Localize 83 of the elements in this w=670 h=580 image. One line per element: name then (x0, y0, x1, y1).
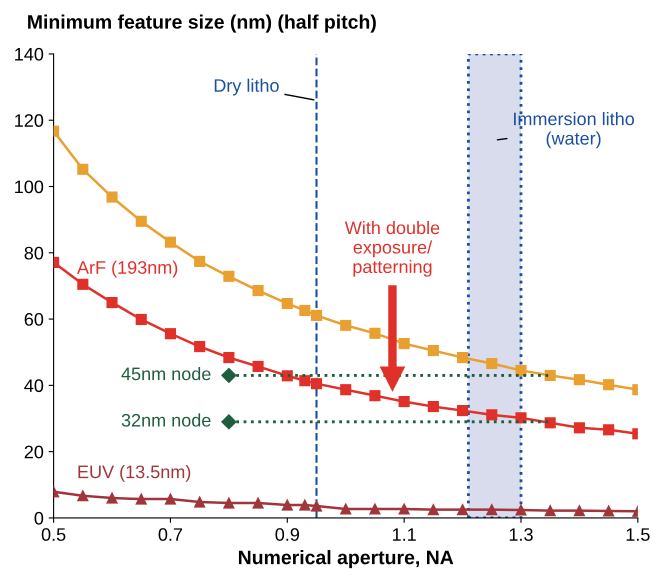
x-tick-label: 1.1 (392, 528, 416, 541)
series-label: 45nm node (121, 367, 211, 380)
point (252, 285, 264, 296)
point (369, 503, 380, 515)
point (106, 296, 118, 308)
point (544, 417, 556, 428)
point (428, 345, 439, 356)
point (515, 504, 527, 516)
series-label: ArF (193nm) (77, 260, 178, 278)
point (398, 338, 410, 350)
point (77, 490, 88, 502)
y-tick-label: 80 (24, 246, 44, 260)
y-tick-label: 20 (24, 446, 44, 458)
point (223, 352, 234, 364)
point (544, 370, 556, 381)
point (369, 328, 380, 339)
series-label: 32nm node (122, 413, 211, 427)
point (310, 378, 322, 390)
point (428, 401, 439, 412)
point (486, 358, 498, 370)
point (136, 216, 147, 227)
annotation: With double exposure/patterning (344, 220, 440, 277)
y-tick-label: 60 (24, 313, 44, 326)
point (398, 396, 410, 408)
point (194, 496, 206, 508)
point (486, 504, 498, 516)
series-label: EUV (13.5nm) (78, 464, 190, 482)
ref-line-label: Dry litho (214, 78, 279, 96)
y-axis-title: Minimum feature size (nm) (half pitch) (28, 14, 376, 33)
point (221, 368, 236, 383)
point (574, 505, 585, 516)
point (221, 414, 236, 430)
point (310, 310, 322, 321)
point (136, 493, 147, 505)
point (340, 320, 352, 331)
x-tick-label: 0.5 (42, 528, 66, 541)
point (194, 256, 206, 267)
point (486, 409, 498, 420)
point (574, 374, 585, 386)
y-tick-label: 140 (15, 48, 44, 61)
y-tick-label: 0 (34, 512, 44, 525)
point (310, 500, 322, 512)
x-tick-label: 0.9 (275, 528, 299, 541)
point (299, 375, 310, 386)
point (398, 503, 410, 515)
point (574, 422, 585, 434)
point (136, 314, 147, 325)
x-tick-label: 1.5 (626, 528, 650, 541)
point (164, 493, 176, 505)
point (282, 298, 293, 310)
point (299, 304, 310, 316)
point (369, 390, 380, 402)
point (515, 364, 527, 376)
point (340, 384, 352, 396)
point (164, 236, 176, 248)
point (340, 503, 352, 515)
point (457, 405, 468, 416)
point (194, 341, 206, 352)
point (299, 499, 310, 511)
point (252, 360, 264, 372)
point (252, 497, 264, 509)
point (106, 492, 118, 504)
point (223, 497, 234, 509)
point (457, 352, 468, 364)
y-tick-label: 120 (15, 114, 44, 127)
point (77, 164, 88, 175)
point (106, 192, 118, 203)
point (77, 278, 88, 290)
point (223, 270, 234, 282)
x-axis-title: Numerical aperture, NA (238, 550, 454, 568)
point (603, 505, 614, 517)
point (428, 504, 439, 516)
y-tick-label: 100 (15, 180, 44, 194)
point (603, 424, 614, 436)
point (544, 505, 556, 516)
x-tick-label: 0.7 (158, 528, 182, 541)
point (457, 504, 468, 516)
point (282, 499, 293, 511)
point (603, 379, 614, 390)
y-tick-label: 40 (24, 379, 44, 392)
band-label: Immersion litho (water) (514, 112, 634, 148)
x-tick-label: 1.3 (510, 528, 533, 541)
point (164, 328, 176, 340)
